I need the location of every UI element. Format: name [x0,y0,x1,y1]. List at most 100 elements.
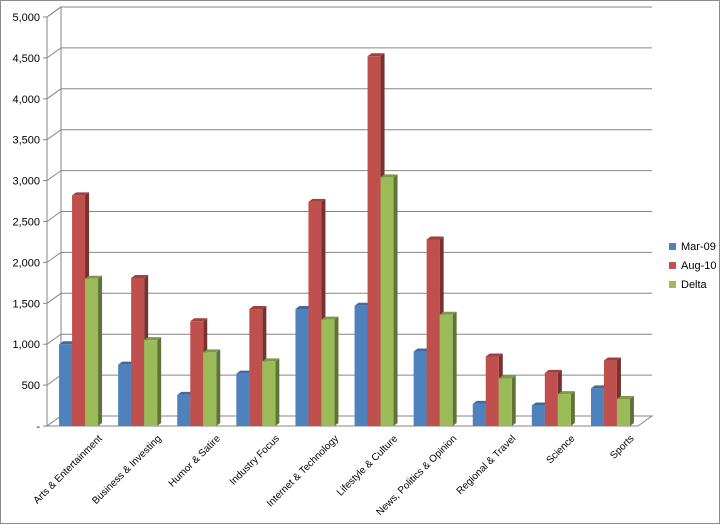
gridline [46,211,652,222]
bar [203,349,221,426]
bar-top [616,396,634,400]
bar-front [144,340,158,426]
bar-side [157,337,162,426]
bar-top [485,353,503,357]
bar-top [544,369,562,373]
bar-top [177,391,195,395]
bar-top [603,357,621,361]
bar-front [472,403,486,426]
legend-swatch [669,281,676,288]
bar-front [413,351,427,426]
legend-label: Aug-10 [681,259,717,272]
bar-top [249,306,267,310]
x-tick-label: Regional & Travel [455,433,519,497]
bar-top [472,400,490,404]
y-tick-label: 2,500 [12,217,40,229]
gridline [46,129,652,141]
bar-side [452,311,457,426]
bar-front [531,405,545,426]
gridline [46,47,652,59]
bar-top [380,174,398,178]
y-tick-label: - [36,421,40,433]
bar-front [380,177,394,426]
bar-top [426,236,444,240]
bar-top [59,341,77,345]
bar-front [544,372,558,426]
bar [498,375,516,426]
bar [321,316,339,426]
bar-top [557,391,575,395]
bar-top [590,385,608,389]
bar-front [236,373,250,426]
bar [262,358,280,426]
bar-top [190,318,208,322]
bar-top [321,316,339,320]
bar-top [367,53,385,57]
x-tick-label: Lifestyle & Culture [335,433,400,498]
bar-side [216,349,221,426]
bar-front [190,321,204,426]
bar-front [367,56,381,426]
y-tick-label: 4,000 [12,94,40,106]
bar-side [275,358,280,426]
bar-top [295,306,313,310]
bar-side [511,375,516,426]
legend-swatch [669,262,676,269]
x-tick-label: Sports [608,433,636,461]
bar [380,174,398,426]
bar-front [498,378,512,426]
bar-front [72,195,86,426]
bar-front [262,361,276,426]
bar-top [131,274,149,278]
bar-side [334,316,339,426]
y-tick-label: 3,000 [12,176,40,188]
gridline [46,6,652,18]
bar-front [203,352,217,426]
gridlines [43,6,652,427]
gridline [46,292,652,304]
bar-top [498,375,516,379]
bar-front [118,364,132,426]
bar-top [531,402,549,406]
bar-top [236,370,254,374]
gridline [46,170,652,182]
bar-top [354,302,372,306]
bar-front [131,277,145,426]
bar-top [308,198,326,202]
legend: Mar-09 Aug-10 Delta [669,237,716,294]
y-tick-label: 3,500 [12,135,40,147]
bar-top [85,275,103,279]
legend-item: Mar-09 [669,237,716,256]
bar-front [295,309,309,426]
bar-top [72,192,90,196]
bars [59,53,634,426]
bar [85,275,103,426]
bar-front [85,278,99,426]
bar-top [203,349,221,353]
bar [439,311,457,426]
bar-front [616,399,630,426]
legend-swatch [669,243,676,250]
y-tick-label: 4,500 [12,53,40,65]
bar-front [603,360,617,426]
gridline [46,251,652,263]
bar-front [177,394,191,426]
x-tick-label: Industry Focus [228,433,282,487]
bar-front [590,388,604,426]
bar [616,396,634,426]
x-tick-label: Humor & Satire [167,433,223,489]
bar-front [59,344,73,426]
bar [144,337,162,426]
y-tick-label: 1,500 [12,298,40,310]
bar-front [308,201,322,426]
bar-front [249,309,263,426]
bar-top [118,361,136,365]
x-tick-label: Science [545,433,578,466]
bar-side [98,275,103,426]
y-axis-tick-labels: - 500 1,000 1,500 2,000 2,500 3,000 3,500 4,000 4… [12,12,40,433]
y-tick-label: 500 [22,380,40,392]
bar-front [439,314,453,426]
bar-front [485,356,499,426]
